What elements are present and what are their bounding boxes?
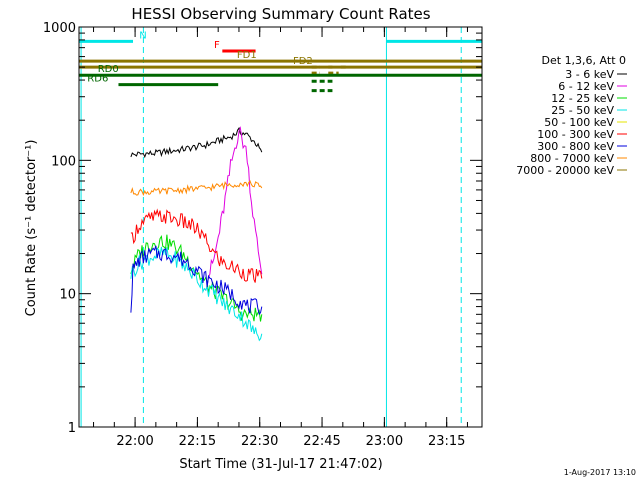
x-axis-label: Start Time (31-Jul-17 21:47:02) bbox=[179, 457, 382, 472]
flag-label-fd1: FD1 bbox=[237, 50, 257, 61]
series-line-6 bbox=[130, 245, 263, 315]
chart-title: HESSI Observing Summary Count Rates bbox=[131, 5, 430, 23]
series-line-5 bbox=[130, 208, 263, 283]
x-tick-label: 23:00 bbox=[366, 434, 403, 449]
flag-label-rd0: RD0 bbox=[98, 64, 119, 75]
footer-date: 1-Aug-2017 13:10 bbox=[564, 468, 636, 477]
x-tick-label: 22:45 bbox=[303, 434, 340, 449]
y-tick-label: 10 bbox=[59, 288, 76, 303]
legend-header: Det 1,3,6, Att 0 bbox=[542, 54, 626, 67]
series-line-3 bbox=[130, 246, 263, 342]
legend-label: 300 - 800 keV bbox=[537, 140, 614, 153]
legend-label: 50 - 100 keV bbox=[544, 116, 614, 129]
flag-label-rd6: RD6 bbox=[87, 74, 108, 85]
series-line-0 bbox=[130, 126, 263, 159]
x-tick-label: 22:30 bbox=[241, 434, 278, 449]
x-axis: 22:00 22:15 22:30 22:45 23:00 23:15 bbox=[93, 27, 468, 449]
x-tick-label: 22:15 bbox=[179, 434, 216, 449]
legend-label: 800 - 7000 keV bbox=[530, 152, 614, 165]
legend-label: 7000 - 20000 keV bbox=[516, 164, 614, 177]
series-line-7 bbox=[130, 180, 263, 197]
y-tick-label: 1 bbox=[68, 421, 76, 436]
x-tick-label: 23:15 bbox=[428, 434, 465, 449]
legend-label: 25 - 50 keV bbox=[551, 104, 614, 117]
legend-label: 3 - 6 keV bbox=[565, 68, 614, 81]
y-axis-label: Count Rate (s⁻¹ detector⁻¹) bbox=[24, 140, 39, 317]
legend-label: 12 - 25 keV bbox=[551, 92, 614, 105]
y-axis: 1 10 100 1000 bbox=[43, 21, 482, 436]
series-line-2 bbox=[130, 234, 263, 322]
legend-label: 6 - 12 keV bbox=[558, 80, 614, 93]
flag-label-f: F bbox=[214, 40, 220, 51]
flag-label-n: N bbox=[139, 30, 146, 41]
x-tick-label: 22:00 bbox=[116, 434, 153, 449]
flag-label-fd2: FD2 bbox=[293, 56, 313, 67]
y-tick-label: 100 bbox=[51, 154, 76, 169]
legend-label: 100 - 300 keV bbox=[537, 128, 614, 141]
y-tick-label: 1000 bbox=[43, 21, 76, 36]
